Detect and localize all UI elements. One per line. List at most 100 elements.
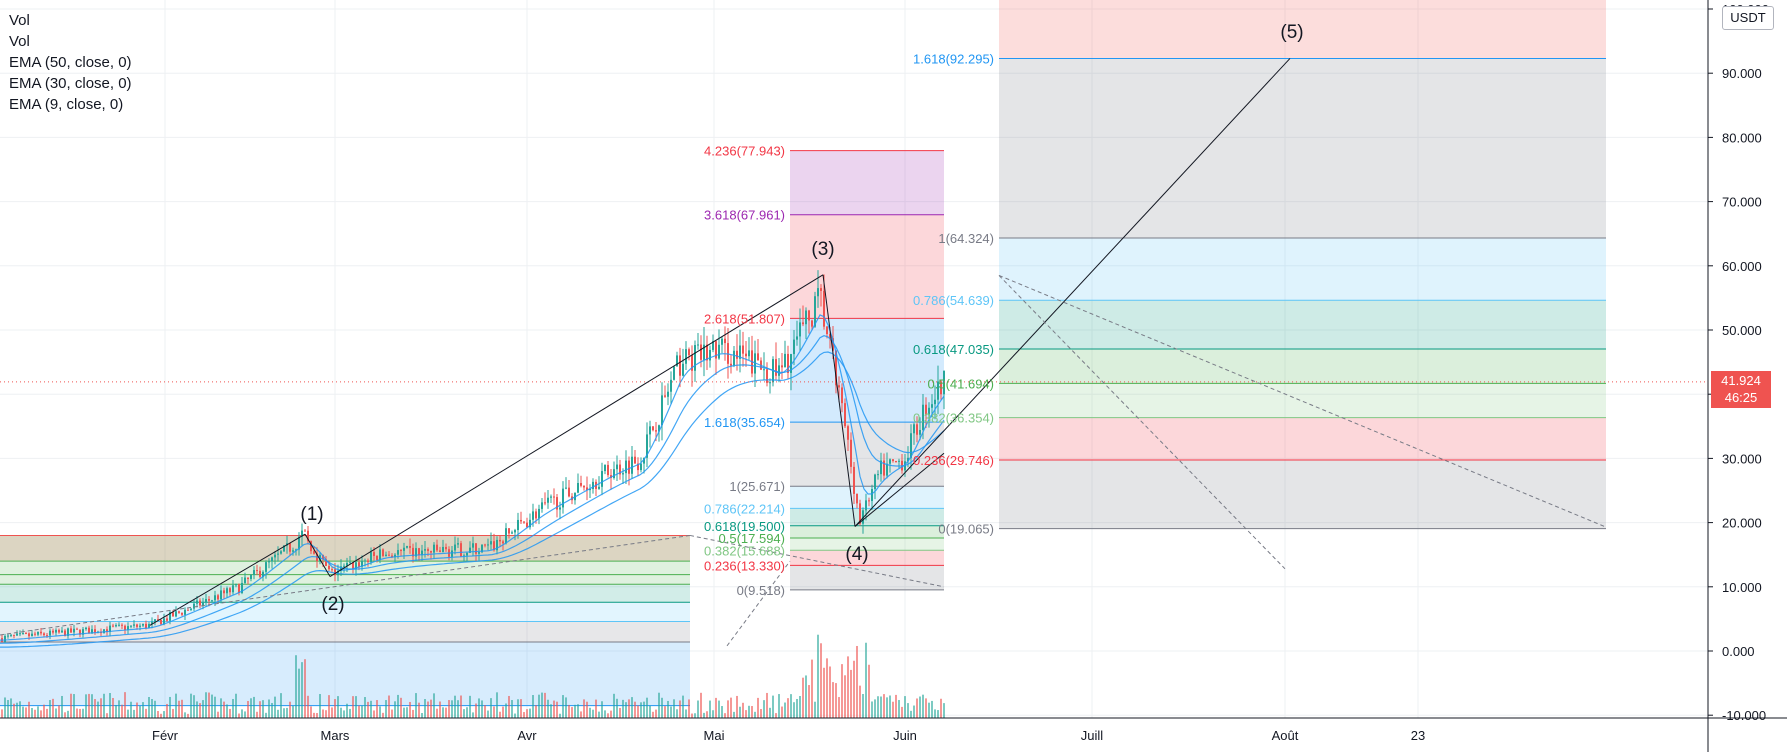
candle-body — [616, 464, 618, 470]
candle-body — [376, 555, 378, 560]
price-tick-label: 20.000 — [1722, 516, 1762, 531]
candle-body — [559, 507, 561, 510]
ema-30-line — [0, 335, 945, 644]
fib-zone — [790, 538, 944, 551]
fib-zone — [0, 642, 690, 706]
volume-bar — [862, 694, 864, 718]
candle-body — [184, 609, 186, 615]
candle-body — [874, 474, 876, 490]
candle-body — [106, 629, 108, 633]
candle-body — [439, 550, 441, 552]
candle-body — [241, 582, 243, 593]
volume-bar — [409, 701, 411, 718]
volume-bar — [631, 697, 633, 718]
candle-body — [352, 562, 354, 570]
currency-unit-label[interactable]: USDT — [1722, 6, 1774, 30]
volume-bar — [943, 703, 945, 718]
candle-body — [175, 611, 177, 617]
candle-body — [268, 561, 270, 563]
volume-bar — [76, 708, 78, 718]
volume-bar — [760, 709, 762, 718]
volume-bar — [322, 709, 324, 718]
candle-body — [340, 566, 342, 571]
candle-body — [139, 625, 141, 627]
candle-body — [832, 338, 834, 351]
legend-volume-1[interactable]: Vol — [9, 12, 30, 29]
last-price-value: 41.924 — [1721, 373, 1761, 388]
candle-body — [511, 532, 513, 534]
volume-bar — [439, 701, 441, 718]
candle-body — [418, 548, 420, 556]
legend-volume-2[interactable]: Vol — [9, 33, 30, 50]
candle-body — [166, 618, 168, 621]
candle-body — [325, 559, 327, 566]
volume-bar — [166, 703, 168, 718]
volume-bar — [376, 700, 378, 718]
volume-bar — [28, 701, 30, 718]
volume-bar — [163, 711, 165, 718]
volume-bar — [196, 701, 198, 718]
candle-body — [634, 456, 636, 464]
fib-label: 3.618(67.961) — [704, 208, 785, 223]
candle-body — [481, 544, 483, 553]
candle-body — [862, 510, 864, 524]
volume-bar — [928, 702, 930, 718]
candle-body — [253, 570, 255, 576]
fib-label: 0.236(29.746) — [913, 453, 994, 468]
candle-body — [169, 612, 171, 621]
candle-body — [679, 355, 681, 376]
fib-zone — [0, 535, 690, 562]
volume-bar — [454, 695, 456, 718]
volume-bar — [721, 706, 723, 718]
legend-ema-9[interactable]: EMA (9, close, 0) — [9, 96, 124, 113]
volume-bar — [568, 704, 570, 718]
candle-body — [19, 633, 21, 635]
volume-bar — [313, 712, 315, 718]
candle-body — [541, 502, 543, 509]
volume-bar — [697, 700, 699, 718]
volume-bar — [478, 698, 480, 718]
volume-bar — [889, 695, 891, 718]
volume-bar — [916, 698, 918, 718]
volume-bar — [550, 704, 552, 718]
candle-body — [598, 486, 600, 489]
fib-label: 0.618(19.500) — [704, 519, 785, 534]
volume-bar — [724, 713, 726, 718]
candle-body — [361, 561, 363, 567]
volume-bar — [13, 703, 15, 718]
candle-body — [556, 497, 558, 510]
candle-body — [706, 344, 708, 361]
volume-bar — [421, 712, 423, 718]
candle-body — [469, 547, 471, 553]
candle-body — [142, 623, 144, 626]
volume-bar — [304, 659, 306, 718]
volume-bar — [118, 700, 120, 718]
candle-body — [640, 463, 642, 471]
legend-ema-50[interactable]: EMA (50, close, 0) — [9, 54, 132, 71]
candle-body — [835, 350, 837, 386]
candle-body — [115, 625, 117, 627]
fib-zone — [999, 0, 1606, 59]
candle-body — [424, 549, 426, 551]
volume-bar — [286, 707, 288, 718]
candle-body — [475, 543, 477, 554]
volume-bar — [85, 694, 87, 718]
candle-body — [604, 464, 606, 472]
volume-bar — [370, 700, 372, 718]
candle-body — [235, 584, 237, 586]
candle-body — [844, 403, 846, 427]
candle-body — [670, 379, 672, 392]
volume-bar — [397, 694, 399, 718]
legend-ema-30[interactable]: EMA (30, close, 0) — [9, 75, 132, 92]
candle-body — [913, 424, 915, 434]
volume-bar — [418, 702, 420, 718]
fib-label: 1.618(35.654) — [704, 415, 785, 430]
candle-body — [217, 595, 219, 600]
volume-bar — [229, 708, 231, 718]
volume-bar — [592, 709, 594, 718]
volume-bar — [205, 692, 207, 718]
volume-bar — [148, 696, 150, 718]
candle-body — [430, 550, 432, 553]
